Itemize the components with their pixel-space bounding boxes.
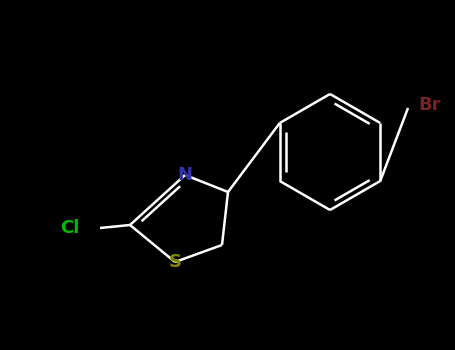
Text: S: S — [168, 253, 182, 271]
Text: Cl: Cl — [61, 219, 80, 237]
Text: N: N — [177, 166, 192, 184]
Text: Br: Br — [419, 96, 441, 114]
